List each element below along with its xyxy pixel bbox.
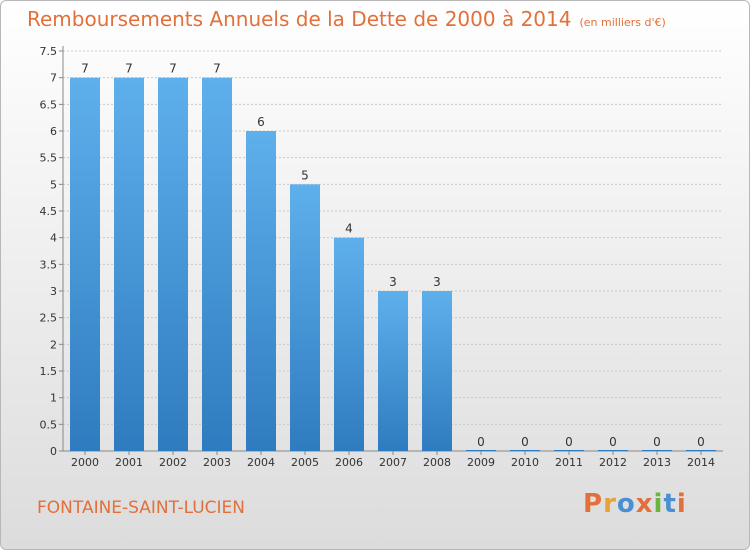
x-tick-label-2012: 2012 — [599, 456, 627, 469]
bar-2000 — [70, 77, 100, 452]
y-tick-label-2: 1 — [50, 392, 57, 405]
data-label-2001: 7 — [125, 62, 133, 76]
y-tick-label-7: 3.5 — [40, 258, 58, 271]
y-tick-label-13: 6.5 — [40, 98, 58, 111]
y-tick-label-10: 5 — [50, 178, 57, 191]
data-label-2014: 0 — [697, 435, 705, 449]
x-tick-label-2000: 2000 — [71, 456, 99, 469]
x-tick-label-2008: 2008 — [423, 456, 451, 469]
logo-letter: r — [603, 489, 617, 519]
logo-letter: i — [653, 489, 664, 519]
data-label-2005: 5 — [301, 168, 309, 182]
data-label-2011: 0 — [565, 435, 573, 449]
y-tick-label-15: 7.5 — [40, 45, 58, 58]
title-text: Remboursements Annuels de la Dette de 20… — [27, 7, 572, 31]
y-tick-label-11: 5.5 — [40, 152, 58, 165]
x-tick-label-2014: 2014 — [687, 456, 715, 469]
x-tick-label-2004: 2004 — [247, 456, 275, 469]
bar-2005 — [290, 184, 320, 452]
bar-2002 — [158, 77, 188, 452]
y-tick-label-1: 0.5 — [40, 418, 58, 431]
bar-2012 — [598, 450, 628, 451]
logo-letter: t — [663, 489, 677, 519]
bar-2003 — [202, 77, 232, 452]
x-tick-label-2011: 2011 — [555, 456, 583, 469]
y-tick-label-5: 2.5 — [40, 312, 58, 325]
proxiti-logo: Proxiti — [583, 489, 687, 519]
data-label-2013: 0 — [653, 435, 661, 449]
data-label-2006: 4 — [345, 222, 353, 236]
y-tick-label-6: 3 — [50, 285, 57, 298]
y-tick-label-12: 6 — [50, 125, 57, 138]
data-label-2008: 3 — [433, 275, 441, 289]
y-tick-label-4: 2 — [50, 338, 57, 351]
data-label-2010: 0 — [521, 435, 529, 449]
y-tick-label-3: 1.5 — [40, 365, 58, 378]
logo-letter: P — [583, 489, 604, 519]
bar-2001 — [114, 77, 144, 452]
data-label-2002: 7 — [169, 62, 177, 76]
x-tick-label-2005: 2005 — [291, 456, 319, 469]
bar-2004 — [246, 131, 276, 451]
bar-2006 — [334, 237, 364, 451]
data-label-2003: 7 — [213, 62, 221, 76]
x-tick-label-2006: 2006 — [335, 456, 363, 469]
logo-letter: x — [635, 489, 654, 519]
y-tick-label-8: 4 — [50, 232, 57, 245]
data-label-2000: 7 — [81, 62, 89, 76]
bar-2007 — [378, 291, 408, 451]
y-tick-label-14: 7 — [50, 72, 57, 85]
y-tick-label-0: 0 — [50, 445, 57, 458]
data-label-2012: 0 — [609, 435, 617, 449]
title-unit: (en milliers d'€) — [579, 16, 666, 29]
chart-title: Remboursements Annuels de la Dette de 20… — [27, 7, 666, 31]
data-label-2004: 6 — [257, 115, 265, 129]
x-tick-label-2001: 2001 — [115, 456, 143, 469]
bar-2009 — [466, 450, 496, 451]
data-label-2007: 3 — [389, 275, 397, 289]
logo-letter: o — [616, 489, 636, 519]
bar-2008 — [422, 291, 452, 451]
bar-2010 — [510, 450, 540, 451]
data-label-2009: 0 — [477, 435, 485, 449]
x-tick-label-2007: 2007 — [379, 456, 407, 469]
commune-name: FONTAINE-SAINT-LUCIEN — [37, 498, 246, 518]
x-tick-label-2009: 2009 — [467, 456, 495, 469]
logo-letter: i — [676, 489, 687, 519]
x-tick-label-2013: 2013 — [643, 456, 671, 469]
x-tick-label-2002: 2002 — [159, 456, 187, 469]
bar-2013 — [642, 450, 672, 451]
x-tick-label-2003: 2003 — [203, 456, 231, 469]
bar-2011 — [554, 450, 584, 451]
y-tick-label-9: 4.5 — [40, 205, 58, 218]
x-tick-label-2010: 2010 — [511, 456, 539, 469]
bar-2014 — [686, 450, 716, 451]
